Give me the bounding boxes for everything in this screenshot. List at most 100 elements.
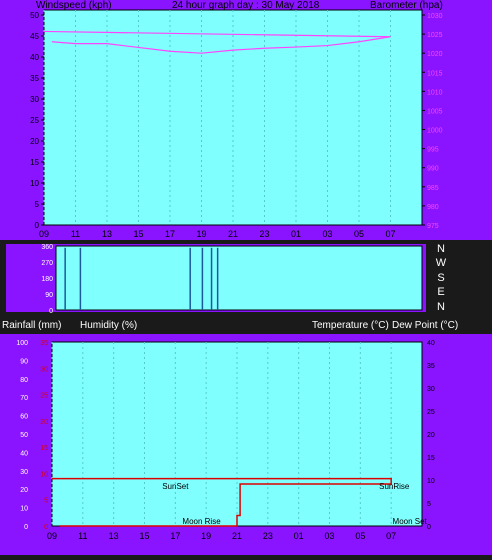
direction-y-tick-label: 180 <box>41 276 53 283</box>
barometer-label: Barometer (hpa) <box>370 0 443 11</box>
wind-direction-chart: 0 90 180 270 360 <box>0 240 492 315</box>
wind-y-tick-label: 10 <box>30 179 39 188</box>
wind-x-tick-label: 05 <box>354 229 364 239</box>
baro-y-tick-label: 1020 <box>427 51 443 58</box>
temp-y-tick-label: 30 <box>427 386 435 393</box>
temp-y-tick-label: 10 <box>427 478 435 485</box>
direction-y-tick-label: 270 <box>41 260 53 267</box>
baro-y-tick-label: 985 <box>427 185 439 192</box>
bottom-x-tick-label: 13 <box>109 531 119 541</box>
baro-y-tick-label: 980 <box>427 204 439 211</box>
baro-y-tick-label: 1000 <box>427 128 443 135</box>
wind-y-tick-label: 25 <box>30 116 39 125</box>
rain-y-tick-label: 10 <box>40 471 48 478</box>
humidity-y-tick-label: 0 <box>24 524 28 531</box>
wind-y-tick-label: 30 <box>30 95 39 104</box>
wind-x-tick-label: 07 <box>385 229 395 239</box>
baro-y-tick-label: 1025 <box>427 32 443 39</box>
wind-x-tick-label: 17 <box>165 229 175 239</box>
bottom-x-tick-label: 15 <box>139 531 149 541</box>
temp-y-tick-label: 35 <box>427 363 435 370</box>
dewpoint-label: Dew Point (°C) <box>392 320 459 331</box>
temp-y-tick-label: 25 <box>427 409 435 416</box>
temperature-label: Temperature (°C) <box>312 320 389 331</box>
bottom-x-tick-label: 17 <box>170 531 180 541</box>
compass-w: W <box>435 257 447 270</box>
humidity-y-tick-label: 30 <box>20 469 28 476</box>
baro-y-tick-label: 995 <box>427 147 439 154</box>
baro-y-tick-label: 1010 <box>427 89 443 96</box>
humidity-y-tick-label: 70 <box>20 395 28 402</box>
temp-y-tick-label: 5 <box>427 501 431 508</box>
humidity-y-tick-label: 60 <box>20 414 28 421</box>
wind-x-tick-label: 03 <box>322 229 332 239</box>
compass-s: S <box>437 271 445 284</box>
humidity-y-tick-label: 20 <box>20 487 28 494</box>
wind-y-tick-label: 15 <box>30 158 39 167</box>
wind-y-tick-label: 20 <box>30 137 39 146</box>
baro-y-tick-label: 1005 <box>427 108 443 115</box>
direction-y-tick-label: 360 <box>41 244 53 251</box>
bottom-x-tick-label: 05 <box>355 531 365 541</box>
sunrise-label: SunRise <box>379 482 410 491</box>
barometer-line <box>43 30 391 54</box>
compass-e: E <box>437 286 445 299</box>
humidity-y-tick-label: 50 <box>20 432 28 439</box>
humidity-y-tick-label: 90 <box>20 358 28 365</box>
rain-y-tick-label: 15 <box>40 445 48 452</box>
bottom-x-tick-label: 11 <box>78 531 87 541</box>
humidity-y-tick-label: 80 <box>20 377 28 384</box>
humidity-y-tick-label: 100 <box>16 340 28 347</box>
wind-x-tick-label: 13 <box>102 229 112 239</box>
compass-n2: N <box>437 300 445 313</box>
bottom-x-tick-label: 03 <box>324 531 334 541</box>
wind-x-tick-label: 09 <box>39 229 49 239</box>
rain-y-tick-label: 30 <box>40 366 48 373</box>
windspeed-label: Windspeed (kph) <box>36 0 112 11</box>
wind-y-tick-label: 40 <box>30 53 39 62</box>
wind-x-tick-label: 01 <box>291 229 301 239</box>
baro-y-tick-label: 1030 <box>427 13 443 20</box>
wind-y-tick-label: 45 <box>30 32 39 41</box>
moonrise-label: Moon Rise <box>182 517 221 526</box>
compass-labels: N W S E N <box>434 242 448 314</box>
wind-x-tick-label: 19 <box>196 229 206 239</box>
graph-title: 24 hour graph day : 30 May 2018 <box>172 0 320 11</box>
wind-y-tick-label: 5 <box>35 200 40 209</box>
bottom-x-tick-label: 09 <box>47 531 57 541</box>
humidity-label: Humidity (%) <box>80 320 138 331</box>
wind-x-tick-label: 15 <box>133 229 143 239</box>
temp-y-tick-label: 15 <box>427 455 435 462</box>
wind-y-tick-label: 35 <box>30 74 39 83</box>
bottom-x-tick-label: 21 <box>232 531 242 541</box>
rain-y-tick-label: 25 <box>40 393 48 400</box>
rain-y-tick-label: 20 <box>40 419 48 426</box>
wind-x-tick-label: 21 <box>228 229 238 239</box>
rain-y-tick-label: 0 <box>44 524 48 531</box>
bottom-x-tick-label: 01 <box>294 531 304 541</box>
baro-y-tick-label: 1015 <box>427 70 443 77</box>
wind-barometer-panel: 0 5 10 15 20 25 30 35 40 45 50 975 980 985 990 995 1000… <box>0 0 492 240</box>
wind-direction-panel: 0 90 180 270 360 N W S E N <box>0 240 492 315</box>
rain-y-tick-label: 5 <box>44 498 48 505</box>
direction-y-tick-label: 0 <box>49 308 53 314</box>
lower-header-row: Rainfall (mm) Humidity (%) Temperature (… <box>0 314 492 334</box>
direction-y-tick-label: 90 <box>45 292 53 299</box>
humidity-y-tick-label: 40 <box>20 450 28 457</box>
bottom-x-tick-label: 07 <box>386 531 396 541</box>
compass-n: N <box>437 243 445 255</box>
temp-y-tick-label: 40 <box>427 340 435 347</box>
temp-y-tick-label: 0 <box>427 524 431 531</box>
rain-y-tick-label: 35 <box>40 340 48 347</box>
rainfall-label: Rainfall (mm) <box>2 320 62 331</box>
sunset-label: SunSet <box>162 482 189 491</box>
baro-y-tick-label: 990 <box>427 166 439 173</box>
bottom-x-tick-label: 23 <box>263 531 273 541</box>
rainfall-line <box>52 477 392 527</box>
temp-y-tick-label: 20 <box>427 432 435 439</box>
wind-y-tick-label: 50 <box>30 11 39 20</box>
humidity-y-tick-label: 10 <box>20 506 28 513</box>
